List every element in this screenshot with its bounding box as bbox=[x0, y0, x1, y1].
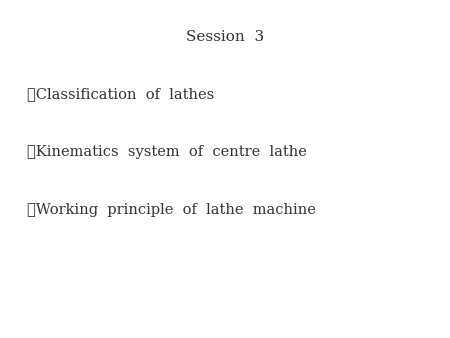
Text: ❖Kinematics  system  of  centre  lathe: ❖Kinematics system of centre lathe bbox=[27, 145, 307, 159]
Text: ❖Working  principle  of  lathe  machine: ❖Working principle of lathe machine bbox=[27, 202, 316, 217]
Text: Session  3: Session 3 bbox=[186, 30, 264, 44]
Text: ❖Classification  of  lathes: ❖Classification of lathes bbox=[27, 88, 214, 102]
